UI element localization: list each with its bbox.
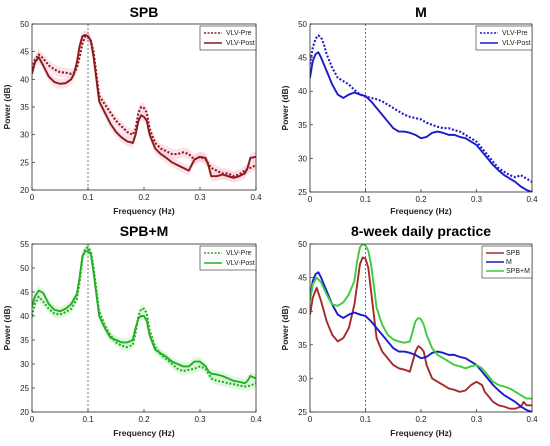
legend	[475, 25, 533, 51]
panel-title: M	[415, 4, 427, 20]
legend-label: VLV-Post	[502, 40, 531, 47]
series-line-vlv-pre	[32, 35, 256, 178]
plot-clipped	[32, 24, 256, 190]
series-line-spb	[310, 256, 532, 410]
x-tick-label: 0.4	[526, 415, 538, 424]
y-tick-label: 40	[298, 307, 307, 316]
x-axis-label: Frequency (Hz)	[113, 206, 175, 216]
x-tick-label: 0.4	[526, 195, 538, 204]
y-axis-label: Power (dB)	[2, 84, 12, 129]
x-tick-label: 0	[30, 193, 35, 202]
legend-label: SPB	[506, 250, 520, 257]
y-tick-label: 50	[20, 264, 29, 273]
y-axis-label: Power (dB)	[280, 85, 290, 130]
x-tick-label: 0.1	[360, 195, 372, 204]
x-tick-label: 0	[308, 195, 313, 204]
plot-layer: 0 0.1 0.2 0.3 0.4 25 30 35 40 45 50	[298, 240, 538, 424]
x-tick-label: 0.3	[471, 415, 483, 424]
x-tick-label: 0.2	[138, 193, 150, 202]
y-tick-label: 55	[20, 240, 29, 249]
y-tick-label: 45	[298, 274, 307, 283]
y-tick-label: 25	[20, 384, 29, 393]
plot-layer: 0 0.1 0.2 0.3 0.4 20 25 30 35 40 45 50 55	[20, 240, 262, 424]
legend-label: VLV-Pre	[226, 250, 252, 257]
plot-layer: 0 0.1 0.2 0.3 0.4 25 30 35 40 45 50	[298, 20, 538, 204]
panel-spb: 0 0.1 0.2 0.3 0.4 20 25 30 35 40 45 50 SPB Frequenc…	[2, 4, 262, 216]
series-line-spb-m	[310, 244, 532, 400]
y-tick-label: 35	[298, 121, 307, 130]
legend-label: VLV-Pre	[226, 30, 252, 37]
x-tick-label: 0	[308, 415, 313, 424]
plot-clipped	[310, 244, 532, 412]
y-tick-label: 40	[298, 87, 307, 96]
y-tick-label: 50	[298, 20, 307, 29]
y-axis-label: Power (dB)	[2, 305, 12, 350]
series-line-vlv-post	[310, 51, 532, 192]
y-tick-label: 25	[298, 188, 307, 197]
x-axis-label: Frequency (Hz)	[113, 428, 175, 438]
plot-area	[310, 24, 532, 192]
y-tick-label: 25	[298, 408, 307, 417]
x-tick-label: 0.1	[82, 193, 94, 202]
plot-clipped	[32, 244, 256, 412]
legend	[199, 25, 257, 51]
legend-label: VLV-Post	[226, 260, 255, 267]
x-tick-label: 0.3	[194, 193, 206, 202]
y-axis-label: Power (dB)	[280, 305, 290, 350]
series-line-vlv-post	[32, 250, 256, 385]
y-tick-label: 30	[20, 360, 29, 369]
y-tick-label: 25	[20, 158, 29, 167]
y-tick-label: 35	[298, 341, 307, 350]
y-tick-label: 45	[20, 288, 29, 297]
y-tick-label: 20	[20, 186, 29, 195]
panel-title: SPB+M	[120, 223, 169, 239]
x-axis-label: Frequency (Hz)	[390, 428, 452, 438]
x-tick-label: 0.4	[250, 193, 262, 202]
panel-spb-m: 0 0.1 0.2 0.3 0.4 20 25 30 35 40 45 50 55 SPB+M Freq…	[2, 223, 262, 438]
x-tick-label: 0.4	[250, 415, 262, 424]
panel-m: 0 0.1 0.2 0.3 0.4 25 30 35 40 45 50 M Frequency (H…	[280, 4, 538, 216]
x-tick-label: 0.2	[415, 415, 427, 424]
x-tick-label: 0.2	[138, 415, 150, 424]
y-tick-label: 40	[20, 75, 29, 84]
x-axis-label: Frequency (Hz)	[390, 206, 452, 216]
legend	[481, 245, 533, 279]
panel-8-week-daily-practice: 0 0.1 0.2 0.3 0.4 25 30 35 40 45 50 8-week daily p…	[280, 223, 538, 438]
panel-title: 8-week daily practice	[351, 223, 491, 239]
y-tick-label: 30	[20, 131, 29, 140]
legend	[199, 245, 257, 271]
series-band	[32, 31, 256, 182]
y-tick-label: 40	[20, 312, 29, 321]
plot-clipped	[310, 24, 532, 192]
y-tick-label: 45	[298, 54, 307, 63]
y-tick-label: 35	[20, 103, 29, 112]
x-tick-label: 0.1	[360, 415, 372, 424]
legend-label: SPB+M	[506, 268, 530, 275]
x-tick-label: 0.2	[415, 195, 427, 204]
y-tick-label: 35	[20, 336, 29, 345]
y-tick-label: 50	[20, 20, 29, 29]
plot-layer: 0 0.1 0.2 0.3 0.4 20 25 30 35 40 45 50	[20, 20, 262, 202]
y-tick-label: 50	[298, 240, 307, 249]
series-line-m	[310, 271, 532, 412]
y-tick-label: 45	[20, 48, 29, 57]
series-line-vlv-post	[32, 34, 256, 179]
y-tick-label: 30	[298, 374, 307, 383]
x-tick-label: 0	[30, 415, 35, 424]
x-tick-label: 0.3	[471, 195, 483, 204]
x-tick-label: 0.1	[82, 415, 94, 424]
x-tick-label: 0.3	[194, 415, 206, 424]
panel-title: SPB	[130, 4, 159, 20]
legend-label: VLV-Post	[226, 40, 255, 47]
legend-label: M	[506, 259, 512, 266]
y-tick-label: 30	[298, 154, 307, 163]
legend-box	[199, 25, 257, 51]
legend-label: VLV-Pre	[502, 30, 528, 37]
legend-box	[475, 25, 533, 51]
series-line-vlv-pre	[310, 34, 532, 183]
legend-box	[199, 245, 257, 271]
y-tick-label: 20	[20, 408, 29, 417]
